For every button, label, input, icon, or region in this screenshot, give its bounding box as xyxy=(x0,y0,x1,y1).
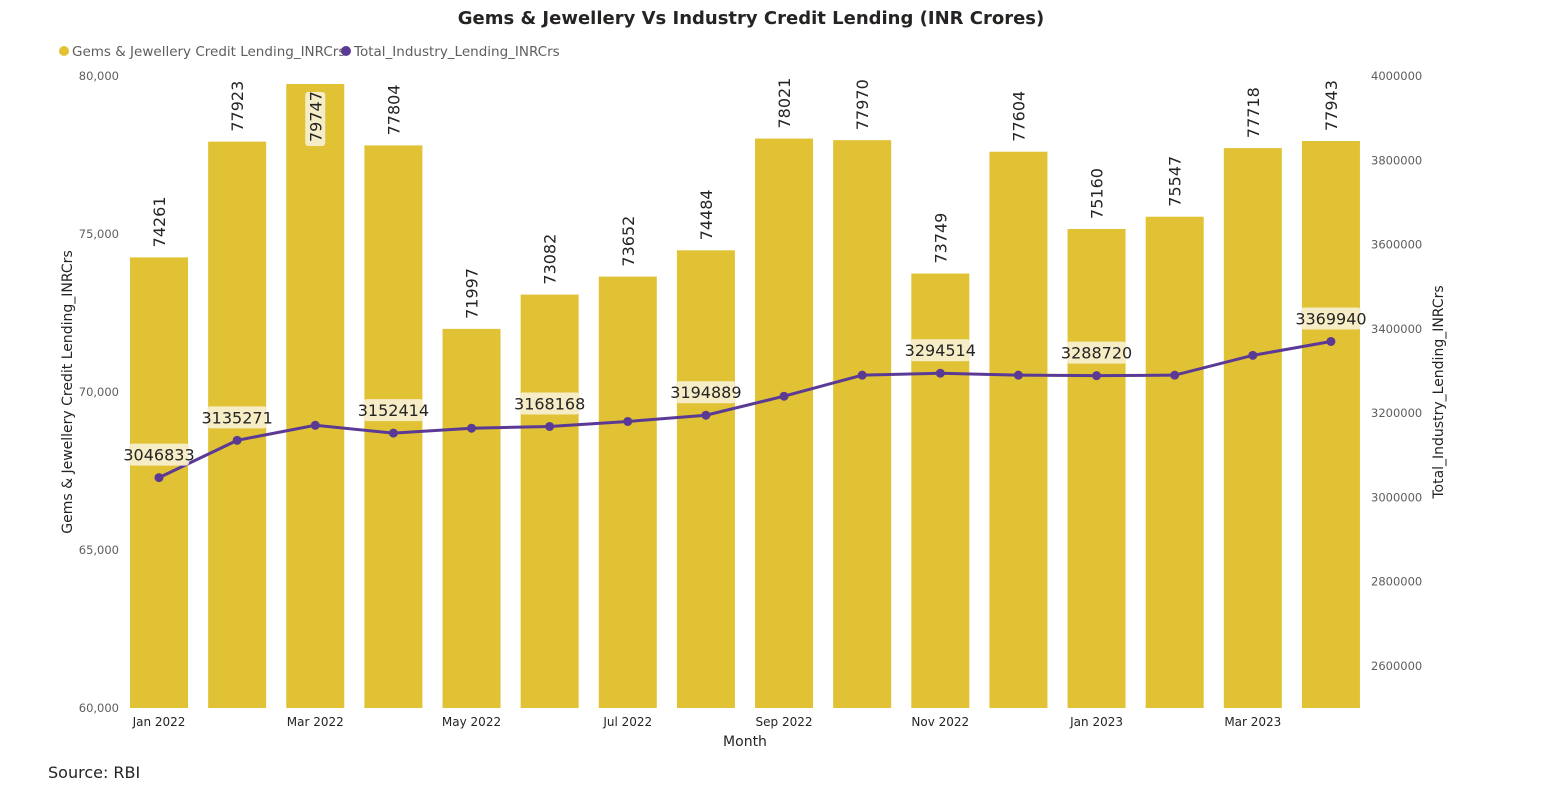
y-tick-label: 65,000 xyxy=(79,543,119,557)
legend-marker xyxy=(341,46,351,56)
line-data-label: 3369940 xyxy=(1295,309,1366,328)
line-point xyxy=(857,370,867,380)
x-tick-label: Jan 2022 xyxy=(132,715,186,729)
line-point xyxy=(1170,370,1180,380)
y2-tick-label: 2600000 xyxy=(1371,659,1422,673)
y2-tick-label: 3400000 xyxy=(1371,322,1422,336)
y-tick-label: 60,000 xyxy=(79,701,119,715)
line-data-label: 3135271 xyxy=(201,408,272,427)
line-label-bg xyxy=(1300,307,1361,330)
y2-tick-label: 3000000 xyxy=(1371,490,1422,504)
x-tick-label: Jul 2022 xyxy=(602,715,652,729)
bar-data-label: 78021 xyxy=(775,78,794,129)
bar-data-label: 77943 xyxy=(1322,80,1341,131)
line-point xyxy=(310,420,320,430)
bar-jan-2023 xyxy=(1067,228,1126,708)
chart-title: Gems & Jewellery Vs Industry Credit Lend… xyxy=(458,8,1045,29)
x-axis-title: Month xyxy=(723,734,767,750)
bar-data-label: 77718 xyxy=(1244,87,1263,138)
bar-apr-2023 xyxy=(1301,141,1360,708)
bar-mar-2022 xyxy=(286,83,345,708)
bar-data-label: 74261 xyxy=(150,196,169,247)
line-data-label: 3294514 xyxy=(905,341,976,360)
bar-nov-2022 xyxy=(911,273,970,708)
line-label-bg xyxy=(1066,341,1127,364)
line-point xyxy=(701,410,711,420)
line-point xyxy=(1092,371,1102,381)
line-label-bg xyxy=(519,392,580,415)
line-point xyxy=(232,435,242,445)
y2-tick-label: 3200000 xyxy=(1371,406,1422,420)
bar-may-2022 xyxy=(442,328,501,708)
x-tick-label: Jan 2023 xyxy=(1069,715,1123,729)
line-label-bg xyxy=(363,399,424,422)
y2-tick-label: 2800000 xyxy=(1371,575,1422,589)
line-label-bg xyxy=(207,406,268,429)
bar-data-label: 74484 xyxy=(697,189,716,240)
line-data-label: 3168168 xyxy=(514,394,585,413)
line-point xyxy=(467,423,477,433)
line-data-label: 3194889 xyxy=(670,383,741,402)
bar-dec-2022 xyxy=(989,151,1048,708)
x-tick-label: May 2022 xyxy=(442,715,501,729)
line-label-bg xyxy=(675,381,736,404)
line-point xyxy=(935,368,945,378)
bar-data-label: 77970 xyxy=(853,79,872,130)
line-point xyxy=(1013,370,1023,380)
y-tick-label: 80,000 xyxy=(79,69,119,83)
bar-data-label: 77604 xyxy=(1009,91,1028,142)
bar-sep-2022 xyxy=(755,138,814,709)
bar-apr-2022 xyxy=(364,145,423,708)
line-point xyxy=(154,473,164,483)
y2-tick-label: 3800000 xyxy=(1371,153,1422,167)
legend-marker xyxy=(59,46,69,56)
bar-data-label: 71997 xyxy=(463,268,482,319)
line-label-bg xyxy=(129,443,189,466)
bar-aug-2022 xyxy=(676,250,735,708)
y2-tick-label: 3600000 xyxy=(1371,238,1422,252)
bar-jul-2022 xyxy=(598,276,657,708)
y2-tick-label: 4000000 xyxy=(1371,69,1422,83)
y-tick-label: 70,000 xyxy=(79,385,119,399)
line-point xyxy=(1326,336,1336,346)
y-axis-title: Gems & Jewellery Credit Lending_INRCrs xyxy=(60,250,76,534)
bar-data-label: 75160 xyxy=(1088,168,1107,219)
bar-data-label: 77923 xyxy=(228,81,247,132)
line-data-label: 3288720 xyxy=(1061,344,1132,363)
y2-axis-title: Total_Industry_Lending_INRCrs xyxy=(1431,285,1447,499)
x-tick-label: Mar 2022 xyxy=(287,715,344,729)
x-tick-label: Nov 2022 xyxy=(911,715,969,729)
bar-data-label: 79747 xyxy=(306,91,325,142)
bar-data-label: 77804 xyxy=(384,84,403,135)
bar-label-bg xyxy=(305,91,326,146)
legend-item-0: Gems & Jewellery Credit Lending_INRCrs xyxy=(72,44,345,60)
line-series xyxy=(158,339,1332,479)
bar-data-label: 73652 xyxy=(619,216,638,267)
line-label-bg xyxy=(910,339,971,362)
line-point xyxy=(779,391,789,401)
line-point xyxy=(1248,350,1258,360)
source-note: Source: RBI xyxy=(48,763,141,782)
x-tick-label: Sep 2022 xyxy=(756,715,813,729)
x-tick-label: Mar 2023 xyxy=(1224,715,1281,729)
bar-jun-2022 xyxy=(520,294,579,708)
bar-data-label: 75547 xyxy=(1166,156,1185,207)
bar-mar-2023 xyxy=(1223,148,1282,708)
legend-item-1: Total_Industry_Lending_INRCrs xyxy=(353,44,560,60)
line-point xyxy=(623,416,633,426)
bar-data-label: 73082 xyxy=(541,234,560,285)
line-point xyxy=(388,428,398,438)
bar-data-label: 73749 xyxy=(931,213,950,264)
bar-oct-2022 xyxy=(833,140,892,708)
line-data-label: 3046833 xyxy=(123,446,194,465)
bar-jan-2022 xyxy=(130,257,188,708)
y-tick-label: 75,000 xyxy=(79,227,119,241)
line-data-label: 3152414 xyxy=(358,401,429,420)
bar-feb-2023 xyxy=(1145,216,1204,709)
line-point xyxy=(545,421,555,431)
